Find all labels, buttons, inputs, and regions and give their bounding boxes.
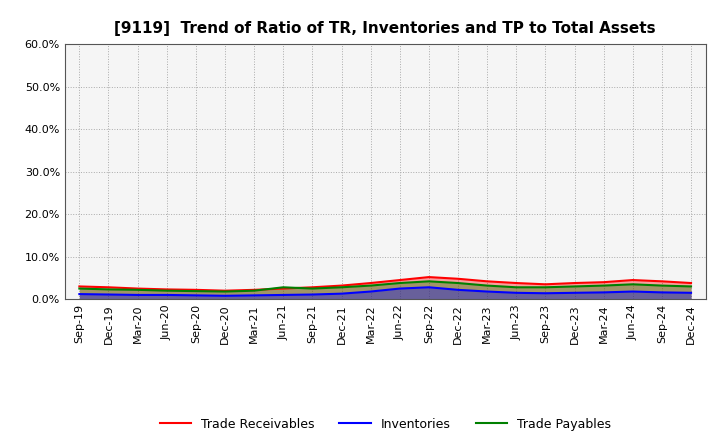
Trade Payables (512, 285, 521, 290)
Trade Receivables (220, 288, 229, 293)
Inventories (220, 293, 229, 298)
Trade Receivables (454, 276, 462, 282)
Trade Payables (454, 280, 462, 286)
Trade Receivables (570, 280, 579, 286)
Inventories (541, 290, 550, 296)
Inventories (657, 290, 666, 295)
Trade Receivables (483, 279, 492, 284)
Trade Payables (629, 282, 637, 287)
Inventories (599, 290, 608, 295)
Trade Receivables (599, 279, 608, 285)
Trade Payables (541, 285, 550, 290)
Trade Payables (687, 284, 696, 289)
Inventories (133, 292, 142, 297)
Trade Receivables (337, 283, 346, 288)
Trade Receivables (104, 285, 113, 290)
Trade Receivables (629, 278, 637, 283)
Trade Receivables (395, 278, 404, 283)
Trade Payables (483, 283, 492, 288)
Inventories (75, 291, 84, 297)
Trade Receivables (163, 287, 171, 292)
Trade Payables (220, 289, 229, 294)
Trade Receivables (541, 282, 550, 287)
Inventories (395, 286, 404, 291)
Trade Payables (279, 285, 287, 290)
Inventories (425, 285, 433, 290)
Trade Receivables (657, 279, 666, 284)
Trade Payables (250, 288, 258, 293)
Trade Receivables (308, 285, 317, 290)
Trade Receivables (687, 280, 696, 286)
Trade Payables (75, 286, 84, 291)
Inventories (308, 292, 317, 297)
Inventories (104, 292, 113, 297)
Trade Payables (366, 283, 375, 288)
Trade Receivables (192, 287, 200, 293)
Trade Receivables (250, 287, 258, 293)
Trade Receivables (279, 286, 287, 291)
Trade Payables (599, 283, 608, 288)
Inventories (279, 292, 287, 297)
Trade Payables (425, 279, 433, 284)
Inventories (687, 290, 696, 296)
Trade Payables (337, 285, 346, 290)
Trade Payables (104, 287, 113, 292)
Inventories (570, 290, 579, 296)
Inventories (250, 293, 258, 298)
Trade Receivables (366, 280, 375, 286)
Title: [9119]  Trend of Ratio of TR, Inventories and TP to Total Assets: [9119] Trend of Ratio of TR, Inventories… (114, 21, 656, 36)
Legend: Trade Receivables, Inventories, Trade Payables: Trade Receivables, Inventories, Trade Pa… (155, 413, 616, 436)
Trade Receivables (133, 286, 142, 291)
Trade Payables (395, 280, 404, 286)
Inventories (337, 291, 346, 296)
Trade Payables (308, 286, 317, 291)
Trade Payables (133, 287, 142, 293)
Inventories (192, 293, 200, 298)
Trade Receivables (425, 275, 433, 280)
Trade Receivables (512, 280, 521, 286)
Line: Trade Payables: Trade Payables (79, 281, 691, 292)
Inventories (163, 292, 171, 297)
Trade Payables (192, 289, 200, 294)
Trade Payables (163, 288, 171, 293)
Inventories (629, 289, 637, 294)
Trade Payables (657, 283, 666, 288)
Trade Payables (570, 284, 579, 289)
Inventories (512, 290, 521, 296)
Inventories (366, 289, 375, 294)
Inventories (454, 287, 462, 293)
Trade Receivables (75, 284, 84, 289)
Inventories (483, 289, 492, 294)
Line: Trade Receivables: Trade Receivables (79, 277, 691, 291)
Line: Inventories: Inventories (79, 287, 691, 296)
